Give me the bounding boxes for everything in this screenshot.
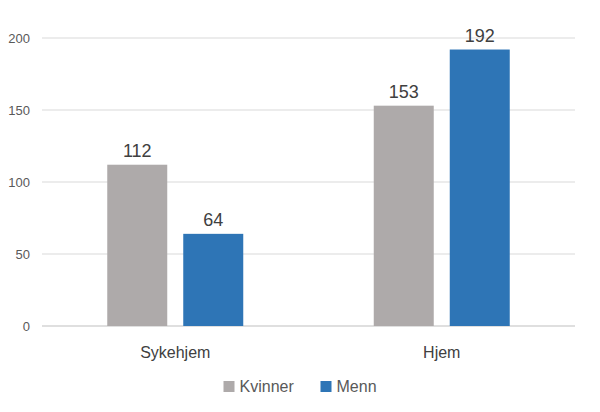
chart: 0 50 100 150 200 Sykehjem 112 64 Hjem 153 192 Kvinn…: [0, 0, 600, 412]
tick-label: 50: [16, 247, 30, 262]
tick-label: 150: [8, 103, 30, 118]
bar: [450, 50, 510, 326]
legend: Kvinner Menn: [224, 378, 377, 395]
legend-swatch: [321, 381, 332, 392]
bar: [107, 165, 167, 326]
grid-line: [42, 38, 575, 39]
bars: [107, 50, 510, 326]
category-label: Hjem: [423, 344, 460, 361]
bar: [374, 106, 434, 326]
tick-label: 0: [23, 319, 30, 334]
bar: [183, 234, 243, 326]
tick-label: 200: [8, 31, 30, 46]
tick-label: 100: [8, 175, 30, 190]
legend-label: Kvinner: [240, 378, 295, 395]
legend-label: Menn: [337, 378, 377, 395]
data-label: 112: [123, 141, 152, 161]
data-label: 192: [465, 26, 495, 46]
legend-swatch: [224, 381, 235, 392]
category-label: Sykehjem: [140, 344, 210, 361]
data-label: 153: [389, 82, 419, 102]
data-label: 64: [203, 210, 223, 230]
